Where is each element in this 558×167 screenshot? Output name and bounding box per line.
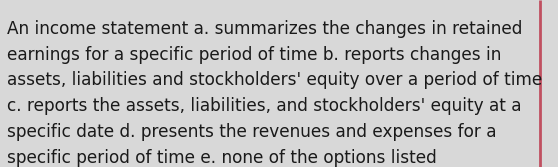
Text: An income statement a. summarizes the changes in retained
earnings for a specifi: An income statement a. summarizes the ch… (7, 20, 542, 166)
